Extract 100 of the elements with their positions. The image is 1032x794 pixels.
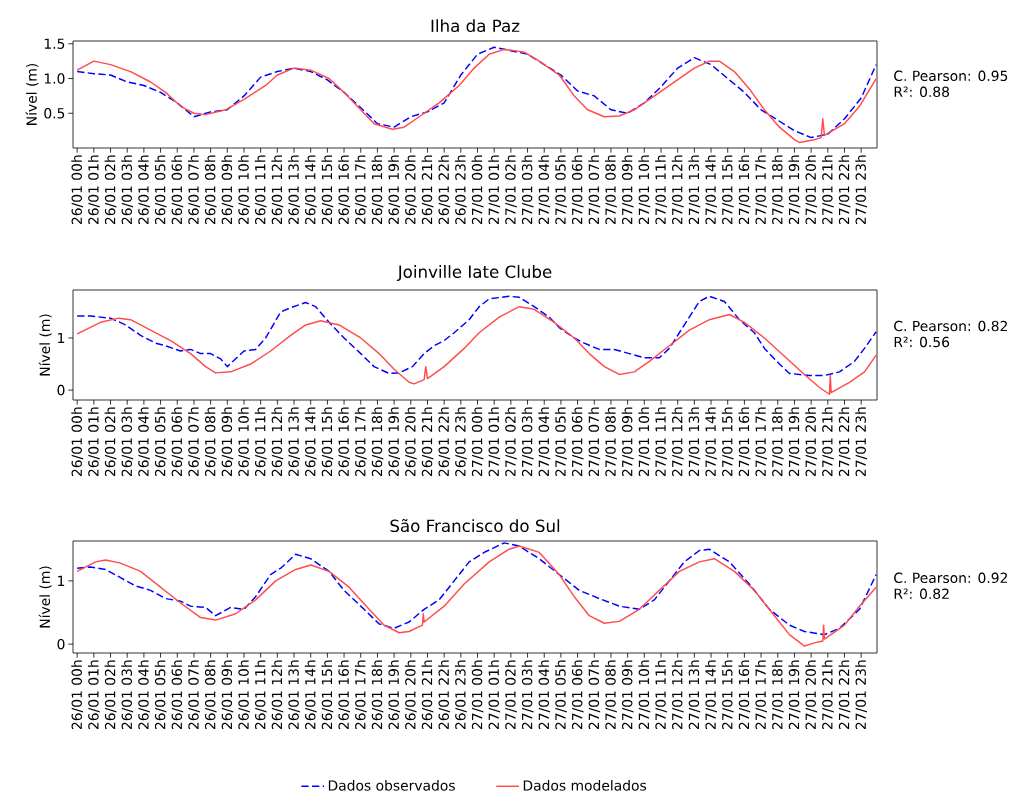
- x-tick-label: 26/01 22h: [438, 407, 451, 477]
- x-tick-label: 26/01 13h: [288, 660, 300, 730]
- x-tick-label: 26/01 01h: [87, 155, 100, 225]
- x-tick-label: 27/01 01h: [488, 155, 501, 225]
- x-tick-label: 27/01 09h: [621, 660, 634, 730]
- x-tick-label: 27/01 12h: [671, 155, 684, 225]
- x-tick-label: 27/01 07h: [588, 407, 601, 477]
- text: R²: 0.88: [894, 86, 949, 98]
- x-tick-label: 27/01 15h: [721, 407, 734, 477]
- x-tick-label: 26/01 15h: [321, 407, 334, 477]
- x-tick-label: 27/01 08h: [605, 407, 617, 477]
- x-tick-label: 27/01 02h: [504, 407, 517, 477]
- x-tick-label: 27/01 20h: [805, 660, 818, 730]
- x-tick-label: 27/01 23h: [855, 660, 868, 730]
- legend-label: Dados modelados: [523, 779, 647, 791]
- x-tick-label: 27/01 01h: [488, 407, 501, 477]
- y-tick-label: 1.0: [44, 73, 65, 84]
- x-tick-label: 27/01 23h: [855, 407, 868, 477]
- x-tick-label: 26/01 16h: [338, 660, 350, 730]
- text: R²: 0.82: [894, 588, 949, 600]
- x-tick-label: 26/01 06h: [171, 407, 184, 477]
- x-tick-label: 26/01 20h: [404, 660, 417, 730]
- x-tick-label: 27/01 00h: [471, 660, 484, 730]
- x-tick-label: 26/01 16h: [338, 407, 350, 477]
- x-tick-label: 26/01 01h: [87, 407, 100, 477]
- x-tick-label: 27/01 22h: [838, 155, 851, 225]
- x-tick-label: 26/01 14h: [304, 660, 317, 730]
- x-tick-label: 27/01 13h: [688, 407, 701, 477]
- x-tick-label: 27/01 05h: [554, 407, 567, 477]
- x-tick-label: 26/01 04h: [137, 407, 150, 477]
- x-tick-label: 26/01 17h: [354, 660, 367, 730]
- x-tick-label: 27/01 09h: [621, 407, 634, 477]
- x-tick-label: 26/01 15h: [321, 155, 334, 225]
- x-tick-label: 27/01 11h: [655, 660, 667, 730]
- x-tick-label: 27/01 07h: [588, 155, 601, 225]
- x-tick-label: 26/01 12h: [271, 660, 284, 730]
- text: C. Pearson: 0.95: [894, 70, 1008, 82]
- x-tick-label: 27/01 10h: [638, 660, 651, 730]
- x-tick-label: 27/01 18h: [771, 407, 784, 477]
- x-tick-label: 26/01 22h: [438, 155, 451, 225]
- text: R²: 0.56: [894, 336, 950, 348]
- x-tick-label: 27/01 06h: [571, 155, 584, 225]
- x-tick-label: 27/01 15h: [721, 155, 734, 225]
- x-tick-label: 26/01 14h: [304, 155, 317, 225]
- x-tick-label: 26/01 10h: [238, 155, 250, 225]
- x-tick-label: 27/01 05h: [555, 155, 567, 225]
- x-tick-label: 27/01 08h: [605, 660, 617, 730]
- x-tick-label: 26/01 05h: [154, 155, 167, 225]
- x-tick-label: 26/01 07h: [188, 407, 200, 477]
- x-tick-label: 27/01 14h: [705, 660, 717, 730]
- x-tick-label: 27/01 19h: [788, 660, 801, 730]
- x-tick-label: 27/01 17h: [755, 155, 767, 225]
- x-tick-label: 26/01 23h: [454, 660, 467, 730]
- y-tick-label: 0.5: [44, 108, 65, 119]
- x-tick-label: 27/01 02h: [504, 660, 517, 730]
- x-tick-label: 26/01 20h: [404, 407, 417, 477]
- x-tick-label: 26/01 11h: [254, 407, 267, 477]
- x-tick-label: 26/01 03h: [121, 155, 134, 225]
- x-tick-label: 26/01 14h: [304, 407, 317, 477]
- x-tick-label: 26/01 19h: [388, 407, 401, 477]
- x-tick-label: 26/01 00h: [71, 155, 84, 225]
- x-tick-label: 26/01 06h: [171, 660, 184, 730]
- x-tick-label: 26/01 09h: [221, 155, 234, 225]
- x-tick-label: 26/01 09h: [221, 407, 234, 477]
- x-tick-label: 27/01 20h: [805, 155, 818, 225]
- y-tick-label: 1.5: [44, 38, 65, 49]
- y-tick-label: 0: [57, 384, 65, 396]
- x-tick-label: 27/01 12h: [671, 407, 684, 477]
- x-tick-label: 27/01 16h: [738, 660, 751, 730]
- x-tick-label: 26/01 18h: [371, 660, 384, 730]
- chart-title: Ilha da Paz: [431, 19, 520, 33]
- x-tick-label: 26/01 11h: [254, 155, 267, 225]
- x-tick-label: 27/01 06h: [571, 407, 584, 477]
- x-tick-label: 27/01 21h: [821, 660, 834, 730]
- x-tick-label: 27/01 22h: [838, 407, 851, 477]
- x-tick-label: 26/01 05h: [154, 407, 167, 477]
- x-tick-label: 26/01 20h: [404, 155, 417, 225]
- x-tick-label: 26/01 10h: [238, 407, 250, 477]
- x-tick-label: 27/01 16h: [738, 155, 751, 225]
- x-tick-label: 26/01 17h: [354, 407, 367, 477]
- x-tick-label: 26/01 10h: [238, 660, 250, 730]
- x-tick-label: 27/01 05h: [554, 660, 567, 730]
- chart-title: Joinville Iate Clube: [396, 265, 552, 282]
- x-tick-label: 27/01 11h: [655, 155, 667, 225]
- x-tick-label: 26/01 07h: [188, 155, 200, 225]
- x-tick-label: 27/01 17h: [755, 407, 767, 477]
- x-tick-label: 26/01 07h: [188, 660, 200, 730]
- x-tick-label: 26/01 21h: [421, 660, 434, 730]
- x-tick-label: 27/01 21h: [821, 155, 834, 225]
- legend-label: Dados observados: [328, 779, 455, 791]
- y-axis-title: Nível (m): [38, 314, 52, 376]
- x-tick-label: 26/01 03h: [121, 407, 134, 477]
- x-tick-label: 27/01 18h: [771, 155, 784, 225]
- x-tick-label: 27/01 18h: [771, 660, 784, 730]
- x-tick-label: 26/01 21h: [421, 407, 434, 477]
- chart-title: São Francisco do Sul: [390, 518, 560, 533]
- x-tick-label: 27/01 13h: [688, 155, 701, 225]
- x-tick-label: 26/01 01h: [87, 660, 100, 730]
- x-tick-label: 27/01 14h: [705, 155, 717, 225]
- x-tick-label: 26/01 00h: [71, 660, 84, 730]
